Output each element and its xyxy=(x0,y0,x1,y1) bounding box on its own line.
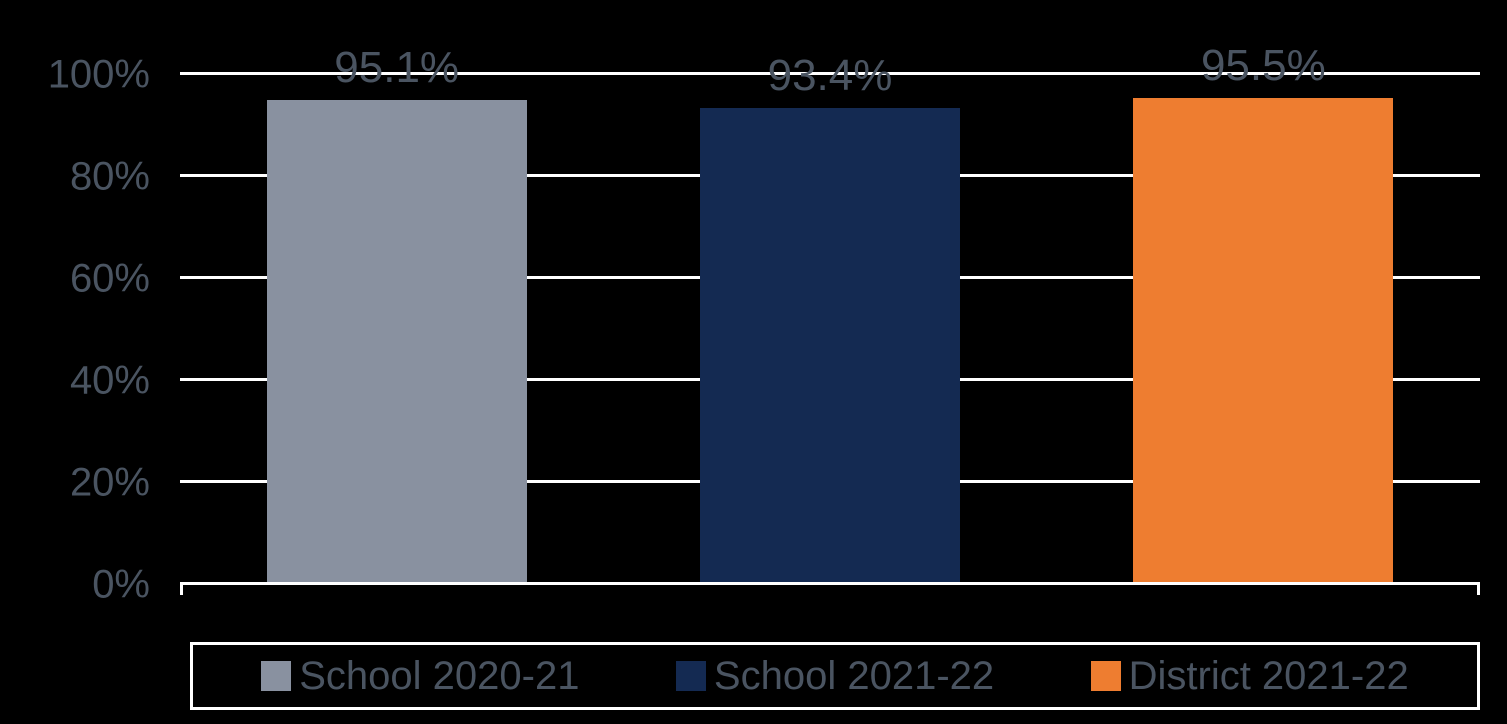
legend-item-district-2021-22: District 2021-22 xyxy=(1091,654,1409,699)
bar-value-label: 95.5% xyxy=(1201,41,1326,91)
bar-value-label: 93.4% xyxy=(768,51,893,101)
legend-label: School 2021-22 xyxy=(714,654,994,699)
bar-school-2020-21 xyxy=(267,100,527,582)
bar-school-2021-22 xyxy=(700,108,960,582)
legend-swatch xyxy=(261,661,291,691)
chart-container: 0% 20% 40% 60% 80% 100% 95.1% 93.4% 95.5… xyxy=(10,20,1497,710)
legend-swatch xyxy=(1091,661,1121,691)
bar-district-2021-22 xyxy=(1133,98,1393,582)
y-tick-label: 80% xyxy=(10,155,170,200)
y-tick-label: 20% xyxy=(10,461,170,506)
baseline-tick xyxy=(180,582,183,595)
y-tick-label: 100% xyxy=(10,53,170,98)
baseline-tick xyxy=(1477,582,1480,595)
legend-label: District 2021-22 xyxy=(1129,654,1409,699)
legend: School 2020-21 School 2021-22 District 2… xyxy=(190,642,1480,710)
y-tick-label: 0% xyxy=(10,563,170,608)
y-tick-label: 40% xyxy=(10,359,170,404)
legend-item-school-2021-22: School 2021-22 xyxy=(676,654,994,699)
plot-area: 0% 20% 40% 60% 80% 100% 95.1% 93.4% 95.5… xyxy=(180,75,1480,585)
legend-label: School 2020-21 xyxy=(299,654,579,699)
gridline xyxy=(180,582,1480,585)
bar-value-label: 95.1% xyxy=(334,43,459,93)
legend-swatch xyxy=(676,661,706,691)
y-tick-label: 60% xyxy=(10,257,170,302)
legend-item-school-2020-21: School 2020-21 xyxy=(261,654,579,699)
